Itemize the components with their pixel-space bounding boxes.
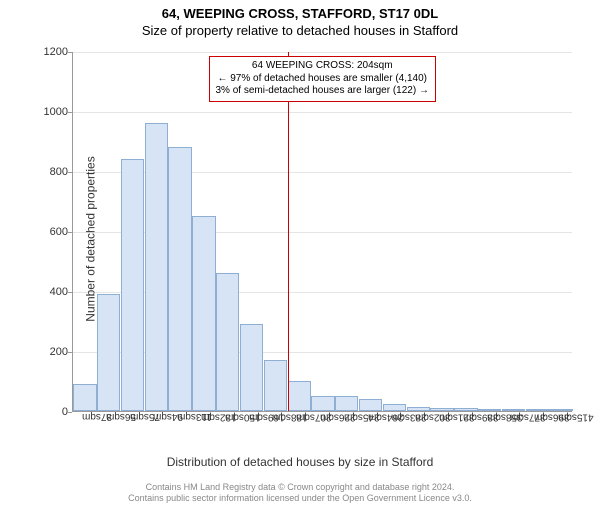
annotation-line3: 3% of semi-detached houses are larger (1…: [216, 85, 429, 98]
y-tick-mark: [67, 352, 72, 353]
y-tick-label: 1000: [28, 106, 68, 118]
histogram-bar: [216, 273, 239, 411]
histogram-bar: [264, 360, 287, 411]
histogram-bar: [168, 147, 191, 411]
y-axis-label: Number of detached properties: [84, 156, 98, 321]
histogram-bar: [97, 294, 120, 411]
y-tick-label: 0: [28, 406, 68, 418]
y-tick-label: 800: [28, 166, 68, 178]
histogram-bar: [145, 123, 168, 411]
y-tick-mark: [67, 52, 72, 53]
histogram-bar: [240, 324, 263, 411]
histogram-bar: [359, 399, 382, 411]
histogram-bar: [121, 159, 144, 411]
y-tick-mark: [67, 232, 72, 233]
annotation-box: 64 WEEPING CROSS: 204sqm ← 97% of detach…: [209, 56, 436, 102]
y-tick-label: 600: [28, 226, 68, 238]
plot-area: [72, 52, 572, 412]
annotation-line2: ← 97% of detached houses are smaller (4,…: [216, 73, 429, 86]
y-tick-mark: [67, 112, 72, 113]
chart-title-address: 64, WEEPING CROSS, STAFFORD, ST17 0DL: [0, 6, 600, 21]
x-axis-label: Distribution of detached houses by size …: [0, 455, 600, 469]
histogram-bar: [383, 404, 406, 412]
chart-subtitle: Size of property relative to detached ho…: [0, 23, 600, 38]
footer-line1: Contains HM Land Registry data © Crown c…: [0, 482, 600, 493]
histogram-bar: [192, 216, 215, 411]
footer-attribution: Contains HM Land Registry data © Crown c…: [0, 482, 600, 504]
y-tick-label: 400: [28, 286, 68, 298]
y-tick-mark: [67, 292, 72, 293]
histogram-bar: [311, 396, 334, 411]
y-tick-mark: [67, 172, 72, 173]
y-tick-label: 1200: [28, 46, 68, 58]
histogram-bar: [73, 384, 96, 411]
y-tick-mark: [67, 412, 72, 413]
histogram-bar: [288, 381, 311, 411]
histogram-bar: [407, 407, 430, 412]
histogram-bar: [335, 396, 358, 411]
gridline: [73, 52, 572, 53]
gridline: [73, 112, 572, 113]
marker-line: [288, 52, 289, 411]
footer-line2: Contains public sector information licen…: [0, 493, 600, 504]
annotation-line1: 64 WEEPING CROSS: 204sqm: [216, 60, 429, 73]
y-tick-label: 200: [28, 346, 68, 358]
